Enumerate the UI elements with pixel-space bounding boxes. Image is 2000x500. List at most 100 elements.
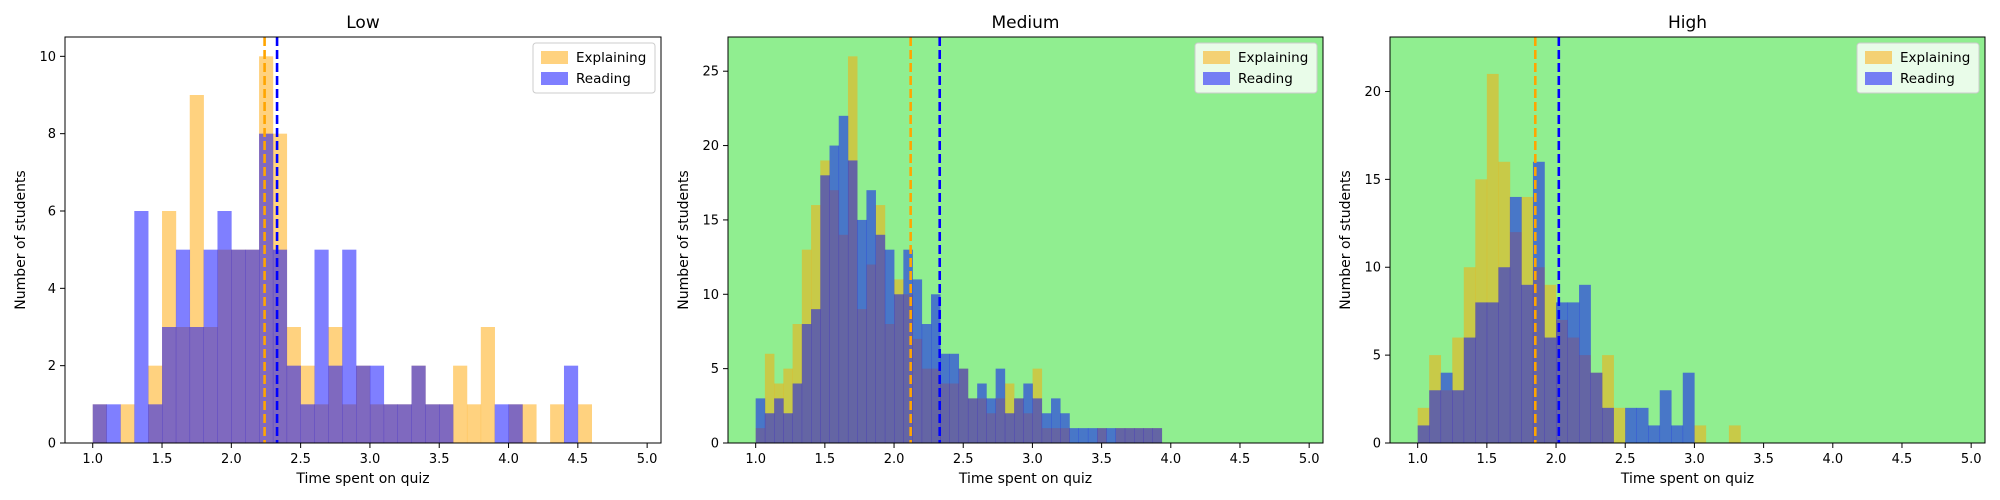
x-tick-label: 2.5 <box>1615 452 1636 467</box>
bar <box>1486 73 1499 443</box>
legend-swatch-reading <box>1203 72 1230 85</box>
bar <box>328 365 343 443</box>
plot-frame <box>1389 36 1986 444</box>
chart-panel-high: 1.0 1.5 2.0 2.5 3.0 3.5 4.0 4.5 5.0 0 5 10 15 20 High T… <box>1338 13 1986 487</box>
bar <box>949 353 960 443</box>
x-tick-label: 1.5 <box>1477 452 1498 467</box>
bar <box>175 249 191 443</box>
bar <box>1659 390 1672 443</box>
bar <box>912 279 923 443</box>
y-tick-label: 10 <box>39 50 56 65</box>
bar <box>120 404 135 443</box>
bar <box>1625 407 1637 443</box>
x-tick-label: 2.5 <box>290 452 311 467</box>
bar <box>1555 302 1568 443</box>
bar <box>1682 372 1695 443</box>
bar <box>134 211 149 443</box>
bar <box>217 211 232 443</box>
series-reading <box>92 133 579 444</box>
bar <box>857 219 867 443</box>
legend-label-explaining: Explaining <box>576 50 646 66</box>
plot-frame <box>727 36 1324 444</box>
bar <box>838 115 849 443</box>
x-tick-label: 4.0 <box>1822 452 1843 467</box>
chart-panel-low: 1.0 1.5 2.0 2.5 3.0 3.5 4.0 4.5 5.0 0 2 4 6 8 10 Low Tim… <box>13 13 662 487</box>
y-tick-label: 6 <box>48 205 56 220</box>
bar <box>1636 407 1649 443</box>
bar <box>1509 196 1522 443</box>
x-tick-label: 3.0 <box>360 452 381 467</box>
bar <box>1069 428 1079 443</box>
bar <box>986 398 996 443</box>
x-tick-label: 3.5 <box>1091 452 1112 467</box>
bar <box>820 175 830 443</box>
y-tick-label: 25 <box>702 65 719 80</box>
bar <box>1463 337 1476 443</box>
x-tick-label: 2.0 <box>884 452 905 467</box>
bar <box>189 327 204 443</box>
bar <box>1004 383 1015 443</box>
legend-swatch-reading <box>1865 72 1892 85</box>
panel-title: Medium <box>992 13 1060 33</box>
x-tick-label: 1.5 <box>815 452 836 467</box>
bar <box>958 368 969 443</box>
legend: Explaining Reading <box>1194 42 1318 94</box>
bar <box>577 404 592 443</box>
bar <box>563 365 579 443</box>
bar <box>162 327 177 443</box>
x-tick-label: 4.5 <box>1892 452 1913 467</box>
bar <box>397 404 412 443</box>
y-tick-label: 0 <box>711 437 719 452</box>
y-axis-label: Number of students <box>13 170 29 309</box>
bar <box>1521 284 1534 443</box>
bar <box>1532 161 1545 444</box>
x-tick-label: 4.5 <box>1230 452 1251 467</box>
bar <box>764 413 775 443</box>
y-tick-label: 0 <box>48 437 56 452</box>
x-tick-label: 3.5 <box>429 452 450 467</box>
bar <box>1124 428 1135 443</box>
bar <box>466 404 482 443</box>
bar <box>921 324 932 443</box>
bar <box>1602 407 1614 443</box>
bar <box>494 404 509 443</box>
bar <box>148 404 163 443</box>
bar <box>1728 425 1741 443</box>
bar <box>439 404 454 443</box>
bar <box>1051 398 1061 443</box>
bar <box>1417 425 1430 443</box>
y-tick-label: 15 <box>702 213 719 228</box>
x-tick-label: 4.0 <box>1160 452 1181 467</box>
bar <box>1452 390 1465 443</box>
x-tick-label: 1.0 <box>745 452 766 467</box>
series-reading <box>1417 161 1695 444</box>
x-tick-label: 5.0 <box>1299 452 1320 467</box>
bar <box>1014 398 1024 443</box>
bar <box>522 404 537 443</box>
bar <box>1579 284 1591 443</box>
bar <box>940 353 950 443</box>
bar <box>369 365 385 443</box>
bar <box>342 249 357 443</box>
panel-title: Low <box>346 13 380 33</box>
legend-swatch-explaining <box>1865 51 1892 64</box>
legend: Explaining Reading <box>532 42 656 94</box>
y-tick-label: 0 <box>1373 437 1381 452</box>
bar <box>977 383 987 443</box>
y-tick-label: 8 <box>48 127 56 142</box>
x-tick-label: 1.5 <box>152 452 173 467</box>
bar <box>550 404 565 443</box>
bar <box>453 365 468 443</box>
bar <box>931 294 941 443</box>
x-tick-label: 3.0 <box>1022 452 1043 467</box>
bar <box>967 398 978 443</box>
x-tick-label: 2.0 <box>221 452 242 467</box>
x-tick-label: 1.0 <box>82 452 103 467</box>
bar <box>300 404 315 443</box>
x-axis-label: Time spent on quiz <box>1620 471 1754 487</box>
y-tick-label: 5 <box>711 362 719 377</box>
x-tick-label: 1.0 <box>1407 452 1428 467</box>
bar <box>1613 407 1626 443</box>
bar <box>783 413 793 443</box>
